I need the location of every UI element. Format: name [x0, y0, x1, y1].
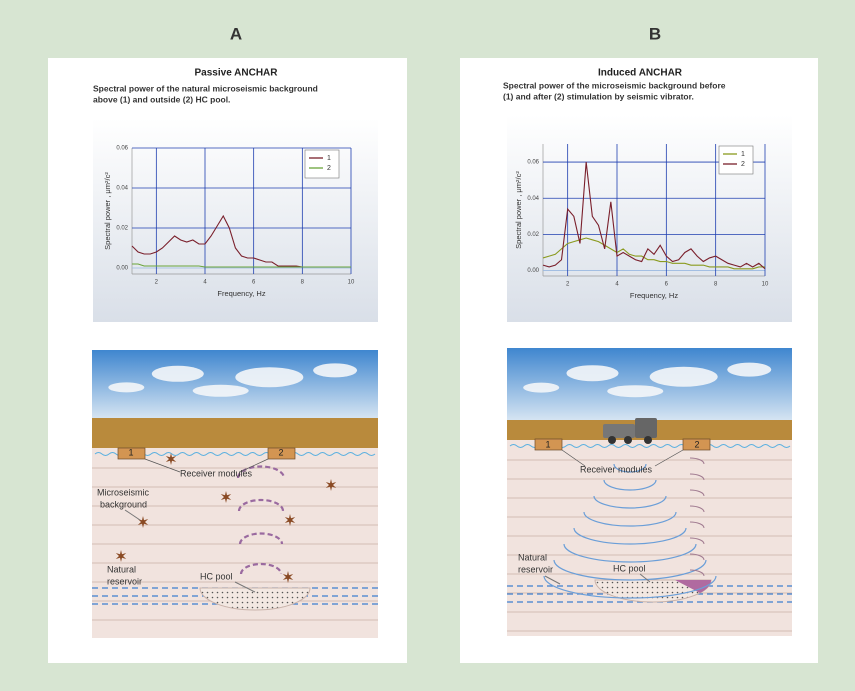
- decoration: [313, 363, 357, 377]
- decoration: [152, 366, 204, 382]
- y-tick-label: 0.04: [527, 196, 539, 202]
- legend-label: 1: [327, 155, 331, 162]
- legend-box: [719, 146, 753, 174]
- decoration: [644, 436, 652, 444]
- receiver-label: 2: [278, 447, 283, 457]
- illustration-label: reservoir: [107, 576, 142, 586]
- panel-title: Passive ANCHAR: [195, 68, 279, 79]
- panel-subtitle: above (1) and outside (2) HC pool.: [93, 94, 230, 104]
- illustration-label: Natural: [107, 564, 136, 574]
- decoration: [607, 385, 663, 397]
- x-tick-label: 10: [762, 282, 769, 288]
- decoration: [108, 382, 144, 392]
- y-tick-label: 0.02: [527, 232, 539, 238]
- panel-subtitle: Spectral power of the microseismic backg…: [503, 80, 726, 90]
- decoration: [635, 418, 657, 438]
- panel-title: Induced ANCHAR: [598, 68, 683, 79]
- y-tick-label: 0.02: [116, 226, 128, 232]
- panel-subtitle: Spectral power of the natural microseism…: [93, 83, 318, 93]
- figure: A B Passive ANCHAR Induced ANCHAR Spectr…: [0, 0, 855, 691]
- illustrations: [92, 348, 792, 638]
- illustration-label: background: [100, 499, 147, 509]
- decoration: [567, 365, 619, 381]
- y-tick-label: 0.06: [527, 160, 539, 166]
- decoration: [193, 385, 249, 397]
- y-tick-label: 0.04: [116, 186, 128, 192]
- y-tick-label: 0.06: [116, 146, 128, 152]
- y-axis-label: Spectral power , μm²/c²: [514, 171, 523, 249]
- x-axis-label: Frequency, Hz: [217, 289, 265, 298]
- x-tick-label: 10: [348, 280, 355, 286]
- decoration: [235, 367, 303, 387]
- receiver-label: 1: [128, 447, 133, 457]
- illustration-label: HC pool: [613, 563, 646, 573]
- receiver-label: 2: [694, 439, 699, 449]
- legend-label: 1: [741, 151, 745, 158]
- legend-label: 2: [741, 161, 745, 168]
- illustration-label: Microseismic: [97, 487, 150, 497]
- y-tick-label: 0.00: [116, 266, 128, 272]
- y-tick-label: 0.00: [527, 268, 539, 274]
- y-axis-label: Spectral power , μm²/c²: [103, 172, 112, 250]
- illustration-label: HC pool: [200, 571, 233, 581]
- decoration: [650, 367, 718, 387]
- decoration: [523, 383, 559, 393]
- decoration: [727, 363, 771, 377]
- decoration: [603, 424, 635, 438]
- illustration-label: reservoir: [518, 564, 553, 574]
- illustration-label: Natural: [518, 552, 547, 562]
- panel-label: B: [649, 24, 661, 43]
- legend-label: 2: [327, 165, 331, 172]
- illustration-label: Receiver modules: [180, 468, 253, 478]
- panel-label: A: [230, 24, 242, 43]
- legend-box: [305, 150, 339, 178]
- illustration-label: Receiver modules: [580, 464, 653, 474]
- panel-subtitle: (1) and after (2) stimulation by seismic…: [503, 91, 694, 101]
- decoration: [92, 418, 378, 448]
- receiver-label: 1: [545, 439, 550, 449]
- decoration: [624, 436, 632, 444]
- decoration: [608, 436, 616, 444]
- x-axis-label: Frequency, Hz: [630, 291, 678, 300]
